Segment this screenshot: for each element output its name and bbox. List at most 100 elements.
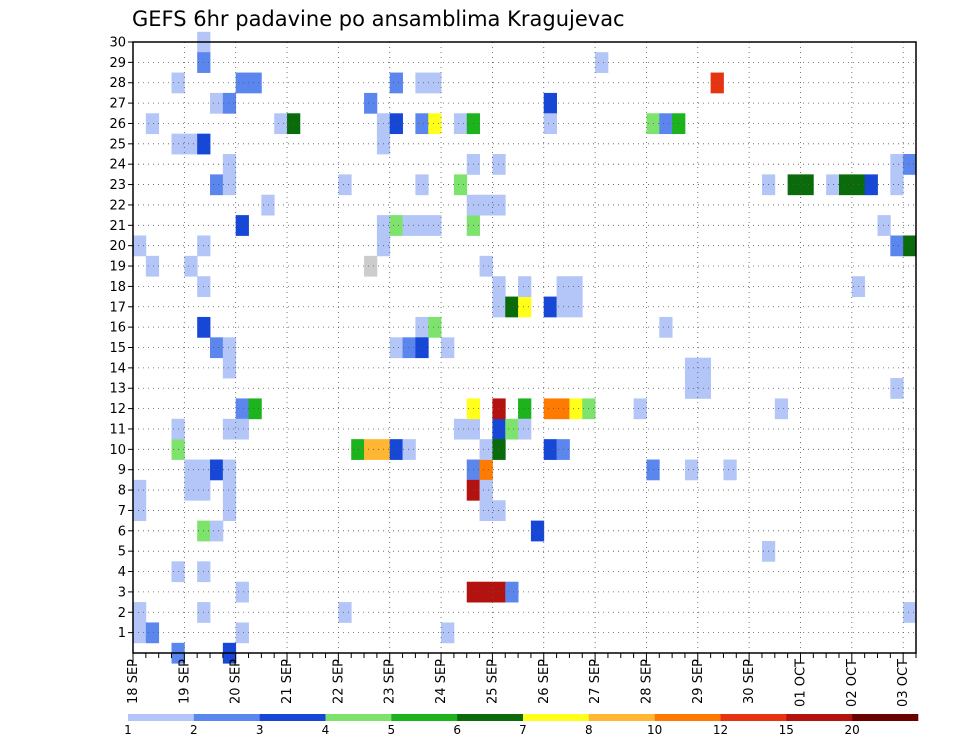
heatmap-cell bbox=[903, 235, 917, 257]
heatmap-cell bbox=[787, 174, 801, 196]
x-tick-label: 25 SEP bbox=[485, 659, 500, 704]
heatmap-cell bbox=[184, 479, 198, 501]
heatmap-cell bbox=[492, 500, 506, 522]
x-tick-label: 29 SEP bbox=[691, 659, 706, 704]
heatmap-cell bbox=[492, 296, 506, 318]
heatmap-cell bbox=[890, 235, 904, 257]
heatmap-cell bbox=[505, 296, 519, 318]
heatmap-cell bbox=[184, 255, 198, 277]
heatmap-cell bbox=[505, 581, 519, 603]
heatmap-cell bbox=[222, 418, 237, 440]
heatmap-cell bbox=[492, 581, 506, 603]
colorbar-label: 4 bbox=[322, 723, 330, 737]
x-tick-label: 01 OCT bbox=[794, 659, 809, 707]
x-tick-label: 03 OCT bbox=[896, 659, 911, 707]
colorbar-swatch bbox=[654, 714, 721, 721]
heatmap-cell bbox=[133, 235, 147, 257]
heatmap-cell bbox=[222, 357, 237, 379]
y-tick-label: 25 bbox=[109, 137, 126, 152]
heatmap-cell bbox=[235, 622, 249, 644]
colorbar-swatch bbox=[588, 714, 655, 721]
heatmap-cell bbox=[479, 194, 493, 216]
heatmap-cell bbox=[441, 337, 455, 359]
y-tick-label: 7 bbox=[118, 504, 126, 519]
heatmap-cell bbox=[222, 174, 237, 196]
heatmap-cell bbox=[133, 500, 147, 522]
y-axis-ticks: 1234567891011121314151617181920212223242… bbox=[109, 36, 133, 641]
heatmap-cell bbox=[415, 316, 429, 338]
heatmap-cell bbox=[261, 194, 275, 216]
heatmap-cell bbox=[235, 72, 249, 94]
heatmap-cell bbox=[428, 113, 442, 135]
heatmap-cell bbox=[441, 622, 455, 644]
heatmap-cell bbox=[453, 174, 468, 196]
y-tick-label: 2 bbox=[118, 606, 126, 621]
heatmap-cell bbox=[659, 316, 673, 338]
x-tick-label: 21 SEP bbox=[280, 659, 295, 704]
heatmap-cell bbox=[415, 113, 429, 135]
colorbar-swatch bbox=[457, 714, 524, 721]
heatmap-cell bbox=[389, 72, 403, 94]
y-tick-label: 12 bbox=[109, 402, 126, 417]
heatmap-cell bbox=[518, 398, 532, 420]
heatmap-cell bbox=[864, 174, 878, 196]
y-tick-label: 21 bbox=[109, 219, 126, 234]
colorbar-label: 20 bbox=[845, 723, 860, 737]
y-tick-label: 11 bbox=[109, 422, 126, 437]
y-tick-label: 18 bbox=[109, 280, 126, 295]
y-tick-label: 5 bbox=[118, 545, 126, 560]
heatmap-cell bbox=[235, 398, 249, 420]
heatmap-cell bbox=[428, 316, 442, 338]
heatmap-cell bbox=[428, 72, 442, 94]
heatmap-cell bbox=[543, 439, 557, 460]
heatmap-cell bbox=[633, 398, 647, 420]
x-tick-label: 30 SEP bbox=[742, 659, 757, 704]
heatmap-cell bbox=[492, 154, 506, 175]
heatmap-cell bbox=[145, 622, 160, 644]
heatmap-cell bbox=[248, 398, 262, 420]
heatmap-cell bbox=[364, 439, 378, 460]
heatmap-cell bbox=[492, 398, 506, 420]
gridlines bbox=[133, 42, 916, 653]
heatmap-cell bbox=[222, 92, 237, 114]
heatmap-cell bbox=[492, 418, 506, 440]
colorbar-label: 7 bbox=[519, 723, 527, 737]
y-tick-label: 30 bbox=[109, 36, 126, 51]
colorbar-swatch bbox=[325, 714, 392, 721]
heatmap-cell bbox=[518, 276, 532, 297]
heatmap-cell bbox=[684, 459, 699, 481]
colorbar-swatch bbox=[786, 714, 853, 721]
heatmap-cell bbox=[569, 398, 583, 420]
heatmap-cell bbox=[697, 378, 712, 399]
heatmap-cell bbox=[364, 92, 378, 114]
heatmap-cell bbox=[402, 439, 416, 460]
y-tick-label: 16 bbox=[109, 321, 126, 336]
y-tick-label: 10 bbox=[109, 443, 126, 458]
heatmap-cell bbox=[338, 602, 352, 623]
y-tick-label: 27 bbox=[109, 97, 126, 112]
heatmap-cell bbox=[222, 479, 237, 501]
heatmap-cell bbox=[903, 154, 917, 175]
heatmap-cell bbox=[235, 418, 249, 440]
heatmap-cell bbox=[145, 255, 160, 277]
heatmap-cell bbox=[145, 113, 160, 135]
heatmap-cell bbox=[530, 520, 545, 542]
heatmap-cell bbox=[890, 174, 904, 196]
x-axis-ticks: 18 SEP 19 SEP 20 SEP 21 SEP 22 SEP 23 SEP 24 S… bbox=[126, 653, 917, 707]
heatmap-cell bbox=[903, 602, 917, 623]
x-tick-label: 26 SEP bbox=[537, 659, 552, 704]
y-tick-label: 26 bbox=[109, 117, 126, 132]
heatmap-cell bbox=[710, 72, 724, 94]
heatmap-cell bbox=[453, 113, 468, 135]
colorbar-label: 8 bbox=[585, 723, 593, 737]
y-tick-label: 22 bbox=[109, 198, 126, 213]
heatmap-cell bbox=[248, 72, 262, 94]
chart-title: GEFS 6hr padavine po ansamblima Kragujev… bbox=[132, 7, 625, 31]
x-tick-label: 23 SEP bbox=[383, 659, 398, 704]
heatmap-cell bbox=[210, 92, 224, 114]
heatmap-cell bbox=[479, 581, 493, 603]
colorbar-swatch bbox=[720, 714, 787, 721]
heatmap-cell bbox=[684, 378, 699, 399]
heatmap-cell bbox=[415, 174, 429, 196]
